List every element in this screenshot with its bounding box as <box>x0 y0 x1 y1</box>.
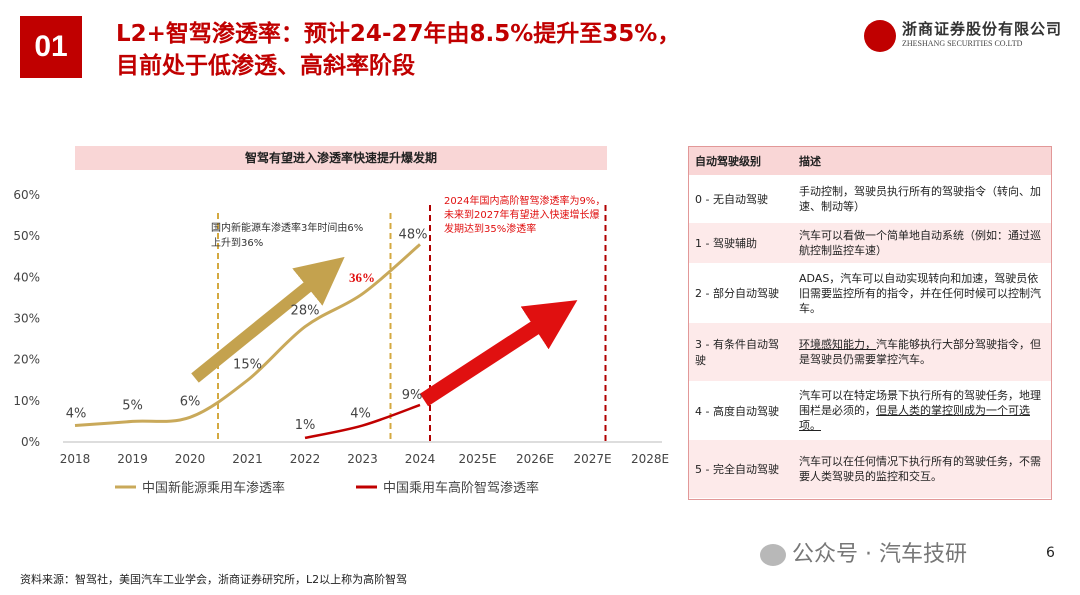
x-tick-label: 2025E <box>458 452 496 466</box>
data-label: 48% <box>399 227 428 242</box>
page-title: L2+智驾渗透率：预计24-27年由8.5%提升至35%， 目前处于低渗透、高斜… <box>116 18 680 82</box>
x-tick-label: 2022 <box>290 452 321 466</box>
x-tick-label: 2018 <box>60 452 91 466</box>
level-name: 0 - 无自动驾驶 <box>695 193 768 206</box>
table-row: 1 - 驾驶辅助 汽车可以看做一个简单地自动系统（例如：通过巡航控制监控车速） <box>689 223 1051 264</box>
data-label: 9% <box>402 388 423 403</box>
table-row: 0 - 无自动驾驶 手动控制，驾驶员执行所有的驾驶指令（转向、加速、制动等） <box>689 176 1051 223</box>
x-tick-label: 2021 <box>232 452 263 466</box>
adas-annotation-line: 未来到2027年有望进入快速增长爆 <box>444 208 599 221</box>
page-number: 6 <box>1046 545 1055 561</box>
level-name: 5 - 完全自动驾驶 <box>695 463 779 476</box>
level-description: 汽车可以在特定场景下执行所有的驾驶任务，地理围栏是必须的，但是人类的掌控则成为一… <box>791 384 1051 437</box>
x-tick-label: 2024 <box>405 452 436 466</box>
description-emphasis: 但是人类的掌控则成为一个可选项。 <box>799 404 1030 432</box>
level-description: 环境感知能力，汽车能够执行大部分驾驶指令，但是驾驶员仍需要掌控汽车。 <box>791 333 1051 371</box>
level-description: 汽车可以看做一个简单地自动系统（例如：通过巡航控制监控车速） <box>791 224 1051 262</box>
adas-annotation-line: 发期达到35%渗透率 <box>444 222 536 235</box>
y-tick-label: 0% <box>21 435 40 449</box>
company-logo: 浙商证券股份有限公司 ZHESHANG SECURITIES CO.LTD <box>860 18 1063 58</box>
x-tick-label: 2023 <box>347 452 378 466</box>
level-name: 3 - 有条件自动驾驶 <box>695 338 779 367</box>
page-title-line-2: 目前处于低渗透、高斜率阶段 <box>116 53 415 79</box>
x-tick-label: 2026E <box>516 452 554 466</box>
level-name: 1 - 驾驶辅助 <box>695 237 757 250</box>
data-label: 6% <box>180 394 201 409</box>
level-name: 2 - 部分自动驾驶 <box>695 287 779 300</box>
page-title-line-1: L2+智驾渗透率：预计24-27年由8.5%提升至35%， <box>116 21 681 47</box>
level-description: 手动控制，驾驶员执行所有的驾驶指令（转向、加速、制动等） <box>791 180 1051 218</box>
legend-label-nev: 中国新能源乘用车渗透率 <box>142 480 285 496</box>
description-text: ADAS，汽车可以自动实现转向和加速，驾驶员依旧需要监控所有的指令，并在任何时候… <box>799 271 1041 315</box>
description-text: 汽车可以在特定场景下执行所有的驾驶任务，地理围栏是必须的， <box>799 389 1041 417</box>
description-text: 汽车能够执行大部分驾驶指令，但是驾驶员仍需要掌控汽车。 <box>799 338 1041 366</box>
table-row: 3 - 有条件自动驾驶 环境感知能力，汽车能够执行大部分驾驶指令，但是驾驶员仍需要… <box>689 323 1051 382</box>
adas-growth-arrow <box>419 300 578 407</box>
data-label: 28% <box>291 304 320 319</box>
nev-annotation-line: 上升到36% <box>211 237 263 249</box>
nev-annotation-line: 国内新能源车渗透率3年时间由6% <box>211 221 363 234</box>
y-tick-label: 50% <box>13 229 40 243</box>
level-description: 汽车可以在任何情况下执行所有的驾驶任务，不需要人类驾驶员的监控和交互。 <box>791 450 1051 488</box>
chart-title: 智驾有望进入渗透率快速提升爆发期 <box>75 146 607 170</box>
wechat-icon <box>760 544 786 566</box>
data-label: 1% <box>295 418 316 433</box>
watermark: 公众号 · 汽车技研 <box>760 536 967 568</box>
y-tick-label: 10% <box>13 394 40 408</box>
header-level: 自动驾驶级别 <box>695 155 761 168</box>
series-line-adas <box>304 403 421 440</box>
table-row: 5 - 完全自动驾驶 汽车可以在任何情况下执行所有的驾驶任务，不需要人类驾驶员的监… <box>689 440 1051 499</box>
y-tick-label: 30% <box>13 312 40 326</box>
table-row: 4 - 高度自动驾驶 汽车可以在特定场景下执行所有的驾驶任务，地理围栏是必须的，但… <box>689 382 1051 440</box>
source-note: 资料来源：智驾社，美国汽车工业学会，浙商证券研究所，L2以上称为高阶智驾 <box>20 573 408 586</box>
data-label: 15% <box>233 357 262 372</box>
autonomy-levels-table: 自动驾驶级别 描述 0 - 无自动驾驶 手动控制，驾驶员执行所有的驾驶指令（转向、… <box>688 146 1052 500</box>
description-emphasis: 环境感知能力， <box>799 338 876 351</box>
y-tick-label: 60% <box>13 188 40 202</box>
section-number-badge: 01 <box>20 16 82 78</box>
y-tick-label: 20% <box>13 353 40 367</box>
nev-2023-highlight-label: 36% <box>349 270 375 285</box>
description-text: 汽车可以看做一个简单地自动系统（例如：通过巡航控制监控车速） <box>799 229 1041 257</box>
level-name: 4 - 高度自动驾驶 <box>695 404 779 418</box>
x-tick-label: 2020 <box>175 452 206 466</box>
watermark-text: 公众号 · 汽车技研 <box>792 542 967 567</box>
nev-growth-arrow <box>191 256 345 383</box>
data-label: 5% <box>122 398 143 413</box>
data-label: 4% <box>350 407 371 422</box>
description-text: 手动控制，驾驶员执行所有的驾驶指令（转向、加速、制动等） <box>799 185 1041 213</box>
series-line-nev <box>74 243 421 428</box>
data-label: 4% <box>66 407 87 422</box>
x-tick-label: 2019 <box>117 452 148 466</box>
table-row: 2 - 部分自动驾驶 ADAS，汽车可以自动实现转向和加速，驾驶员依旧需要监控所有… <box>689 264 1051 323</box>
x-tick-label: 2027E <box>573 452 611 466</box>
description-text: 汽车可以在任何情况下执行所有的驾驶任务，不需要人类驾驶员的监控和交互。 <box>799 455 1041 483</box>
company-name-cn: 浙商证券股份有限公司 <box>902 20 1063 38</box>
level-description: ADAS，汽车可以自动实现转向和加速，驾驶员依旧需要监控所有的指令，并在任何时候… <box>791 267 1051 320</box>
table-header: 自动驾驶级别 描述 <box>689 147 1051 176</box>
y-tick-label: 40% <box>13 270 40 284</box>
x-tick-label: 2028E <box>631 452 669 466</box>
header-description: 描述 <box>799 154 821 168</box>
adas-annotation-line: 2024年国内高阶智驾渗透率为9%， <box>444 194 605 207</box>
company-logo-icon <box>864 20 896 52</box>
legend-label-adas: 中国乘用车高阶智驾渗透率 <box>383 480 539 496</box>
company-name-en: ZHESHANG SECURITIES CO.LTD <box>902 39 1023 48</box>
